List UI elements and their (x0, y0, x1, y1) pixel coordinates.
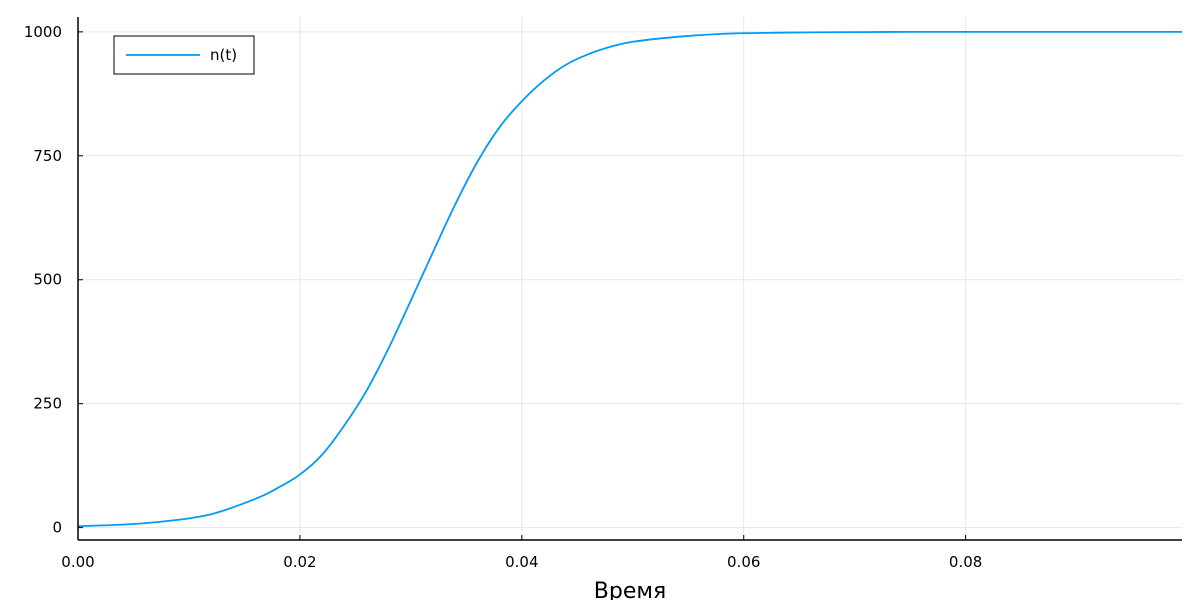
series-line (77, 30, 1182, 528)
legend: n(t) (113, 35, 255, 75)
series-layer (77, 30, 1182, 528)
y-tick-label: 750 (33, 147, 62, 165)
legend-label: n(t) (210, 46, 237, 64)
tick-labels: 0.00 0.02 0.04 0.06 0.08 0 250 500 750 1000 (24, 23, 983, 571)
x-axis-title: Время (594, 579, 666, 600)
x-tick-label: 0.04 (505, 553, 538, 571)
x-tick-label: 0.06 (727, 553, 760, 571)
axes (77, 17, 1182, 541)
x-tick-label: 0.02 (283, 553, 316, 571)
y-tick-label: 250 (33, 395, 62, 413)
y-tick-label: 500 (33, 271, 62, 289)
y-tick-label: 1000 (24, 23, 62, 41)
x-tick-label: 0.08 (949, 553, 982, 571)
y-tick-label: 0 (52, 519, 62, 537)
grid (77, 17, 1182, 540)
x-tick-label: 0.00 (61, 553, 94, 571)
